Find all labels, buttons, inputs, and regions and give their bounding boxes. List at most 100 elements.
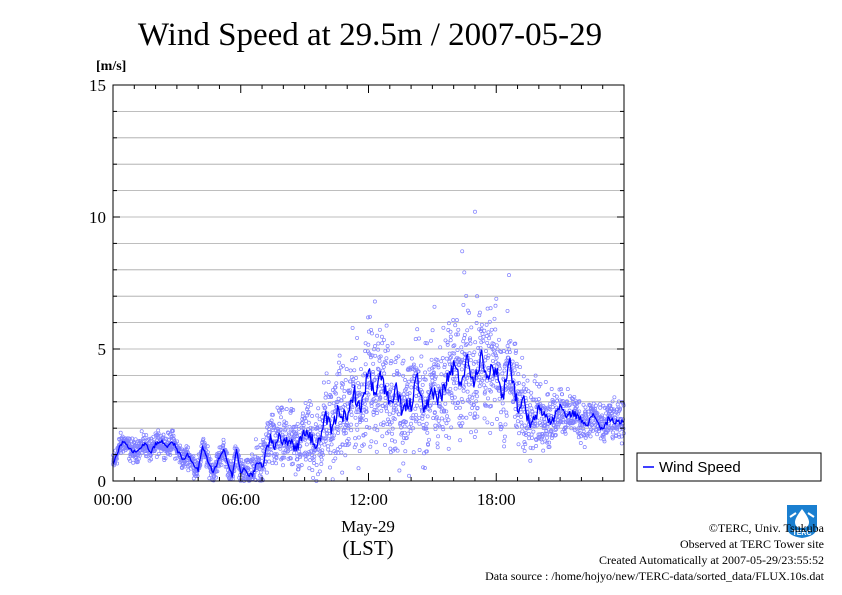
data-point [484, 349, 488, 354]
data-point [356, 466, 361, 471]
data-point [294, 434, 299, 439]
data-point [262, 467, 267, 472]
data-point [475, 405, 480, 410]
data-point [468, 411, 473, 416]
data-point [431, 370, 436, 375]
data-point [468, 341, 473, 346]
data-point [593, 427, 598, 432]
data-point [576, 435, 581, 440]
data-point [460, 415, 465, 420]
logo-text: TERC [792, 530, 811, 537]
data-point [469, 430, 474, 435]
data-point [468, 336, 473, 341]
y-axis-ticks: 0 5 10 15 [89, 76, 624, 491]
data-point [333, 391, 338, 396]
data-point [454, 380, 459, 385]
wind-speed-line [112, 349, 625, 478]
data-point [577, 399, 582, 404]
data-point [315, 432, 320, 437]
data-point [383, 442, 387, 447]
data-point [387, 412, 392, 417]
data-point [340, 470, 345, 475]
data-point [452, 381, 456, 386]
data-point [523, 410, 528, 415]
data-point [524, 387, 529, 392]
data-point [485, 355, 490, 360]
data-point [393, 439, 397, 444]
data-point [365, 396, 370, 401]
data-point [556, 422, 561, 427]
data-point [382, 359, 387, 364]
data-point [471, 392, 476, 397]
data-point [488, 389, 493, 394]
data-point [400, 431, 405, 435]
data-point [558, 409, 563, 414]
data-point [470, 405, 475, 410]
data-point [423, 341, 428, 345]
data-point [619, 441, 624, 446]
data-point [489, 404, 494, 408]
data-point [473, 340, 478, 345]
data-point [337, 369, 342, 373]
data-point [408, 367, 412, 372]
data-point [501, 349, 506, 354]
terc-logo-icon: TERC [787, 505, 817, 538]
data-point [447, 362, 452, 367]
data-point [439, 359, 444, 364]
data-point [279, 415, 283, 420]
data-point [313, 434, 318, 439]
data-point [428, 403, 433, 408]
data-point [343, 453, 348, 458]
data-point [576, 426, 581, 431]
data-point [433, 427, 438, 432]
data-point [476, 346, 481, 351]
data-point [217, 459, 222, 464]
data-point [369, 327, 374, 332]
data-point [398, 421, 403, 425]
data-point [481, 338, 486, 343]
data-point [382, 371, 387, 376]
data-point [446, 446, 451, 451]
data-point [220, 457, 225, 462]
data-point [610, 436, 615, 441]
data-point [461, 388, 466, 393]
data-point [499, 410, 503, 415]
data-point [378, 396, 383, 400]
data-point [321, 380, 326, 385]
data-point [293, 424, 298, 429]
data-point [472, 435, 477, 439]
data-point [371, 397, 376, 402]
data-point [341, 382, 346, 387]
data-point [322, 442, 327, 447]
data-point [538, 402, 543, 407]
data-point [414, 412, 419, 417]
data-point [348, 379, 353, 384]
data-point [485, 340, 490, 345]
data-point [178, 443, 182, 448]
legend-box [636, 452, 822, 482]
data-point [333, 450, 338, 455]
data-point [488, 306, 493, 311]
data-point [445, 414, 450, 419]
data-point [485, 378, 489, 383]
data-point [118, 430, 123, 435]
data-point [421, 423, 426, 427]
outlier-point [473, 209, 477, 214]
data-point [401, 373, 406, 378]
data-point [445, 342, 450, 347]
data-point [394, 409, 399, 414]
data-point [284, 421, 289, 425]
data-point [617, 434, 622, 439]
data-point [556, 406, 561, 411]
data-point [413, 419, 418, 424]
data-point [490, 421, 495, 426]
data-point [390, 431, 395, 436]
data-point [439, 416, 444, 421]
data-point [142, 436, 147, 440]
data-point [134, 457, 139, 462]
data-point [502, 438, 507, 443]
data-point [287, 398, 292, 403]
data-point [370, 400, 375, 405]
data-point [241, 462, 246, 467]
data-point [602, 439, 607, 444]
